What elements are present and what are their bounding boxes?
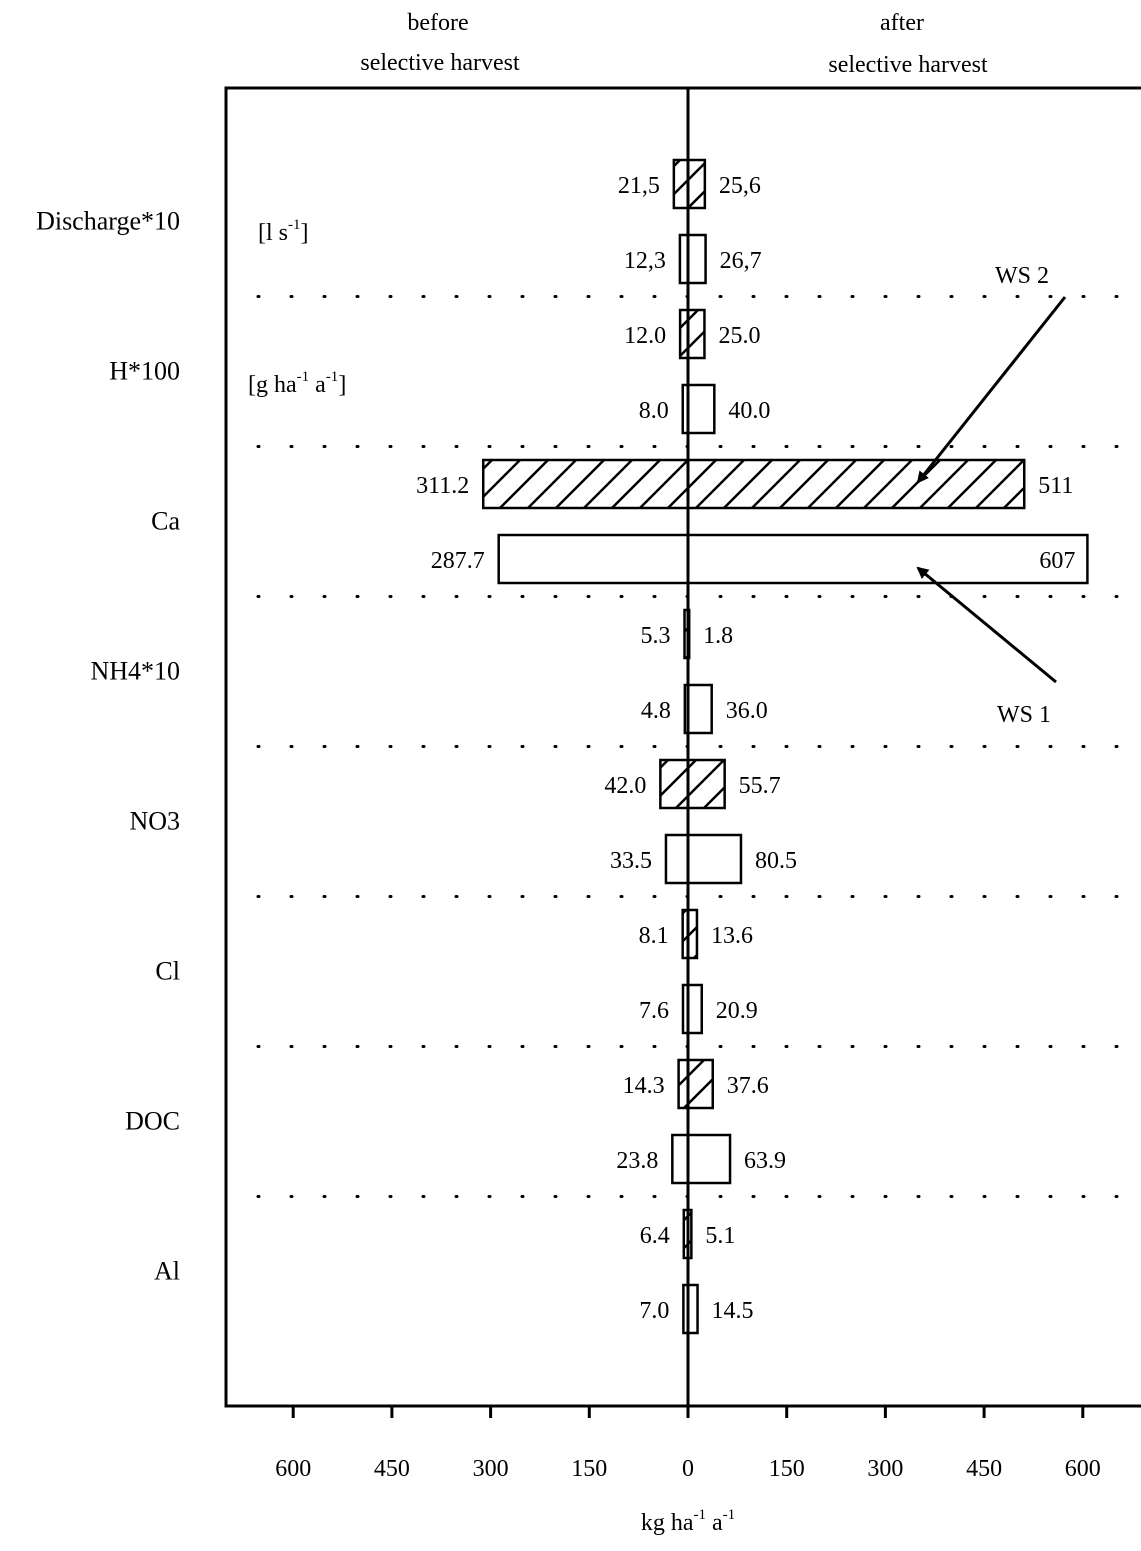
value-label-doc-ws2-after: 37.6 (727, 1073, 769, 1099)
value-label-nh4-10-ws2-after: 1.8 (703, 623, 733, 649)
value-label-discharge-10-ws2-after: 25,6 (719, 173, 761, 199)
value-label-no3-ws1-after: 80.5 (755, 848, 797, 874)
value-label-no3-ws1-before: 33.5 (610, 848, 652, 874)
annotation-ws2: WS 2 (995, 263, 1049, 289)
arrow-ws1 (916, 566, 1057, 684)
category-label-cl: Cl (155, 957, 180, 986)
x-tick-label: 600 (275, 1456, 311, 1482)
category-label-no3: NO3 (129, 807, 180, 836)
bar-no3-ws2 (659, 758, 726, 810)
header-right-line1: after (880, 10, 924, 36)
bar-cl-ws1 (681, 983, 704, 1035)
value-label-h-100-ws2-before: 12.0 (624, 323, 666, 349)
value-label-al-ws2-after: 5.1 (705, 1223, 735, 1249)
value-label-discharge-10-ws1-after: 26,7 (720, 248, 762, 274)
category-label-h-100: H*100 (109, 357, 180, 386)
x-tick-label: 150 (769, 1456, 805, 1482)
x-tick-label: 0 (682, 1456, 694, 1482)
plot-frame (224, 86, 1141, 1408)
value-label-doc-ws1-after: 63.9 (744, 1148, 786, 1174)
value-label-ca-ws2-after: 511 (1038, 473, 1073, 499)
bar-no3-ws1 (664, 833, 743, 885)
bar-h-100-ws2 (678, 308, 706, 360)
value-label-cl-ws2-after: 13.6 (711, 923, 753, 949)
bar-al-ws1 (682, 1283, 699, 1335)
value-label-nh4-10-ws2-before: 5.3 (641, 623, 671, 649)
value-label-doc-ws2-before: 14.3 (623, 1073, 665, 1099)
value-label-al-ws2-before: 6.4 (640, 1223, 670, 1249)
header-left-line2: selective harvest (360, 50, 520, 76)
bar-discharge-10-ws1 (678, 233, 707, 285)
value-label-al-ws1-before: 7.0 (639, 1298, 669, 1324)
value-label-cl-ws1-before: 7.6 (639, 998, 669, 1024)
bar-ca-ws1 (497, 533, 1089, 585)
value-label-al-ws1-after: 14.5 (712, 1298, 754, 1324)
value-label-no3-ws2-after: 55.7 (739, 773, 781, 799)
value-label-nh4-10-ws1-before: 4.8 (641, 698, 671, 724)
discharge-unit-label: [l s-1] (258, 217, 309, 246)
x-tick-label: 300 (867, 1456, 903, 1482)
category-label-ca: Ca (151, 507, 180, 536)
category-label-nh4-10: NH4*10 (90, 657, 180, 686)
x-tick-label: 300 (473, 1456, 509, 1482)
h-unit-label: [g ha-1 a-1] (248, 369, 346, 398)
x-tick-label: 150 (571, 1456, 607, 1482)
value-label-discharge-10-ws2-before: 21,5 (618, 173, 660, 199)
value-label-ca-ws2-before: 311.2 (416, 473, 469, 499)
x-axis-label: kg ha-1 a-1 (641, 1507, 735, 1536)
category-label-discharge-10: Discharge*10 (36, 207, 180, 236)
value-label-no3-ws2-before: 42.0 (604, 773, 646, 799)
value-label-ca-ws1-before: 287.7 (431, 548, 485, 574)
value-label-doc-ws1-before: 23.8 (616, 1148, 658, 1174)
bar-ca-ws2 (481, 458, 1026, 510)
header-right-line2: selective harvest (828, 52, 988, 78)
value-label-discharge-10-ws1-before: 12,3 (624, 248, 666, 274)
value-label-h-100-ws1-before: 8.0 (639, 398, 669, 424)
x-tick-label: 450 (374, 1456, 410, 1482)
bar-doc-ws1 (671, 1133, 732, 1185)
category-label-doc: DOC (125, 1107, 180, 1136)
value-label-h-100-ws1-after: 40.0 (728, 398, 770, 424)
value-label-h-100-ws2-after: 25.0 (718, 323, 760, 349)
x-tick-label: 600 (1065, 1456, 1101, 1482)
value-label-nh4-10-ws1-after: 36.0 (726, 698, 768, 724)
category-label-al: Al (154, 1257, 180, 1286)
value-label-cl-ws2-before: 8.1 (639, 923, 669, 949)
arrow-ws2 (916, 296, 1067, 484)
header-left-line1: before (407, 10, 468, 36)
x-tick-label: 450 (966, 1456, 1002, 1482)
bar-cl-ws2 (681, 908, 699, 960)
bar-doc-ws2 (677, 1058, 714, 1110)
value-label-cl-ws1-after: 20.9 (716, 998, 758, 1024)
value-label-ca-ws1-after: 607 (1039, 548, 1075, 574)
annotation-ws1: WS 1 (997, 702, 1051, 728)
